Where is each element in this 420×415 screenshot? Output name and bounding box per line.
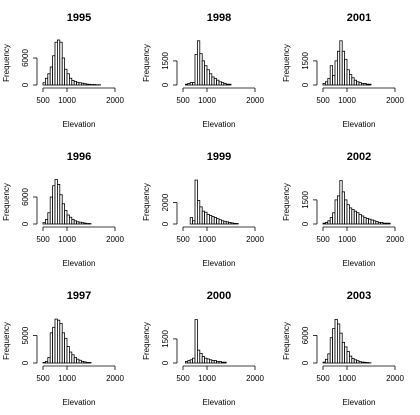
histogram-bar — [223, 361, 227, 364]
y-tick-label: 1500 — [161, 51, 170, 69]
x-tick-label: 2000 — [386, 374, 404, 383]
x-tick-label: 1000 — [338, 96, 356, 105]
histogram-panel-2000: 2000 500 1000 2000 0 1500 Elevation Frequency — [142, 290, 264, 407]
y-tick-label: 0 — [161, 82, 170, 87]
histogram-bar — [235, 223, 239, 225]
y-axis-label: Frequency — [282, 183, 291, 221]
y-tick-label: 6000 — [21, 49, 30, 67]
x-axis-label: Elevation — [343, 120, 376, 129]
x-tick-label: 500 — [36, 374, 50, 383]
panel-title: 1998 — [207, 12, 231, 24]
y-axis-label: Frequency — [142, 183, 151, 221]
x-axis-label: Elevation — [343, 259, 376, 268]
x-tick-label: 1000 — [338, 374, 356, 383]
x-tick-label: 1000 — [198, 235, 216, 244]
x-tick-label: 1000 — [58, 235, 76, 244]
x-tick-label: 500 — [316, 96, 330, 105]
x-tick-label: 2000 — [246, 96, 264, 105]
histogram-bar — [194, 319, 198, 364]
x-tick-label: 2000 — [246, 374, 264, 383]
x-axis-label: Elevation — [63, 398, 96, 407]
x-tick-label: 1000 — [58, 374, 76, 383]
x-axis-label: Elevation — [63, 120, 96, 129]
panel-title: 2002 — [347, 151, 371, 163]
panel-title: 2003 — [347, 290, 371, 302]
histogram-panel-2003: 2003 500 1000 2000 0 6000 Elevation Frequency — [282, 290, 404, 407]
y-tick-label: 5000 — [21, 326, 30, 344]
x-tick-label: 500 — [176, 374, 190, 383]
histogram-bar — [368, 83, 372, 86]
y-tick-label: 1500 — [301, 190, 310, 208]
y-tick-label: 6000 — [301, 326, 310, 344]
histogram-panel-1995: 1995 500 1000 2000 0 6000 Elevation Frequency — [2, 12, 124, 129]
x-tick-label: 2000 — [106, 374, 124, 383]
y-tick-label: 0 — [161, 360, 170, 365]
y-axis-label: Frequency — [2, 183, 11, 221]
panel-title: 1995 — [67, 12, 91, 24]
x-tick-label: 500 — [36, 96, 50, 105]
histogram-bar — [88, 362, 92, 364]
y-tick-label: 1500 — [301, 51, 310, 69]
x-tick-label: 500 — [176, 96, 190, 105]
histogram-bar — [228, 83, 232, 86]
x-axis-label: Elevation — [203, 398, 236, 407]
y-tick-label: 6000 — [21, 188, 30, 206]
histogram-panel-1996: 1996 500 1000 2000 0 6000 Elevation Frequency — [2, 151, 124, 268]
x-axis-label: Elevation — [63, 259, 96, 268]
panel-title: 2001 — [347, 12, 371, 24]
y-tick-label: 0 — [21, 360, 30, 365]
y-tick-label: 0 — [301, 360, 310, 365]
y-tick-label: 1500 — [161, 329, 170, 347]
x-tick-label: 1000 — [198, 374, 216, 383]
y-tick-label: 0 — [301, 221, 310, 226]
x-tick-label: 500 — [316, 235, 330, 244]
x-tick-label: 2000 — [106, 96, 124, 105]
y-tick-label: 0 — [161, 221, 170, 226]
histogram-panel-1999: 1999 500 1000 2000 0 2000 Elevation Frequency — [142, 151, 264, 268]
y-tick-label: 0 — [301, 82, 310, 87]
x-axis-label: Elevation — [203, 259, 236, 268]
x-tick-label: 1000 — [338, 235, 356, 244]
panel-title: 1997 — [67, 290, 91, 302]
y-axis-label: Frequency — [142, 44, 151, 82]
panel-title: 1996 — [67, 151, 91, 163]
y-axis-label: Frequency — [282, 322, 291, 360]
x-axis-label: Elevation — [203, 120, 236, 129]
y-axis-label: Frequency — [282, 44, 291, 82]
panel-title: 2000 — [207, 290, 231, 302]
x-tick-label: 500 — [316, 374, 330, 383]
y-axis-label: Frequency — [142, 322, 151, 360]
histogram-panel-2001: 2001 500 1000 2000 0 1500 Elevation Frequency — [282, 12, 404, 129]
histogram-panel-1998: 1998 500 1000 2000 0 1500 Elevation Frequency — [142, 12, 264, 129]
x-tick-label: 500 — [36, 235, 50, 244]
x-tick-label: 500 — [176, 235, 190, 244]
x-axis-label: Elevation — [343, 398, 376, 407]
x-tick-label: 2000 — [386, 235, 404, 244]
x-tick-label: 2000 — [106, 235, 124, 244]
y-axis-label: Frequency — [2, 44, 11, 82]
x-tick-label: 2000 — [246, 235, 264, 244]
y-tick-label: 2000 — [161, 193, 170, 211]
x-tick-label: 1000 — [58, 96, 76, 105]
x-tick-label: 1000 — [198, 96, 216, 105]
y-tick-label: 0 — [21, 82, 30, 87]
panel-title: 1999 — [207, 151, 231, 163]
histogram-panel-1997: 1997 500 1000 2000 0 5000 Elevation Frequency — [2, 290, 124, 407]
histogram-bar — [387, 222, 391, 225]
x-tick-label: 2000 — [386, 96, 404, 105]
y-axis-label: Frequency — [2, 322, 11, 360]
y-tick-label: 0 — [21, 221, 30, 226]
histogram-panel-2002: 2002 500 1000 2000 0 1500 Elevation Frequency — [282, 151, 404, 268]
